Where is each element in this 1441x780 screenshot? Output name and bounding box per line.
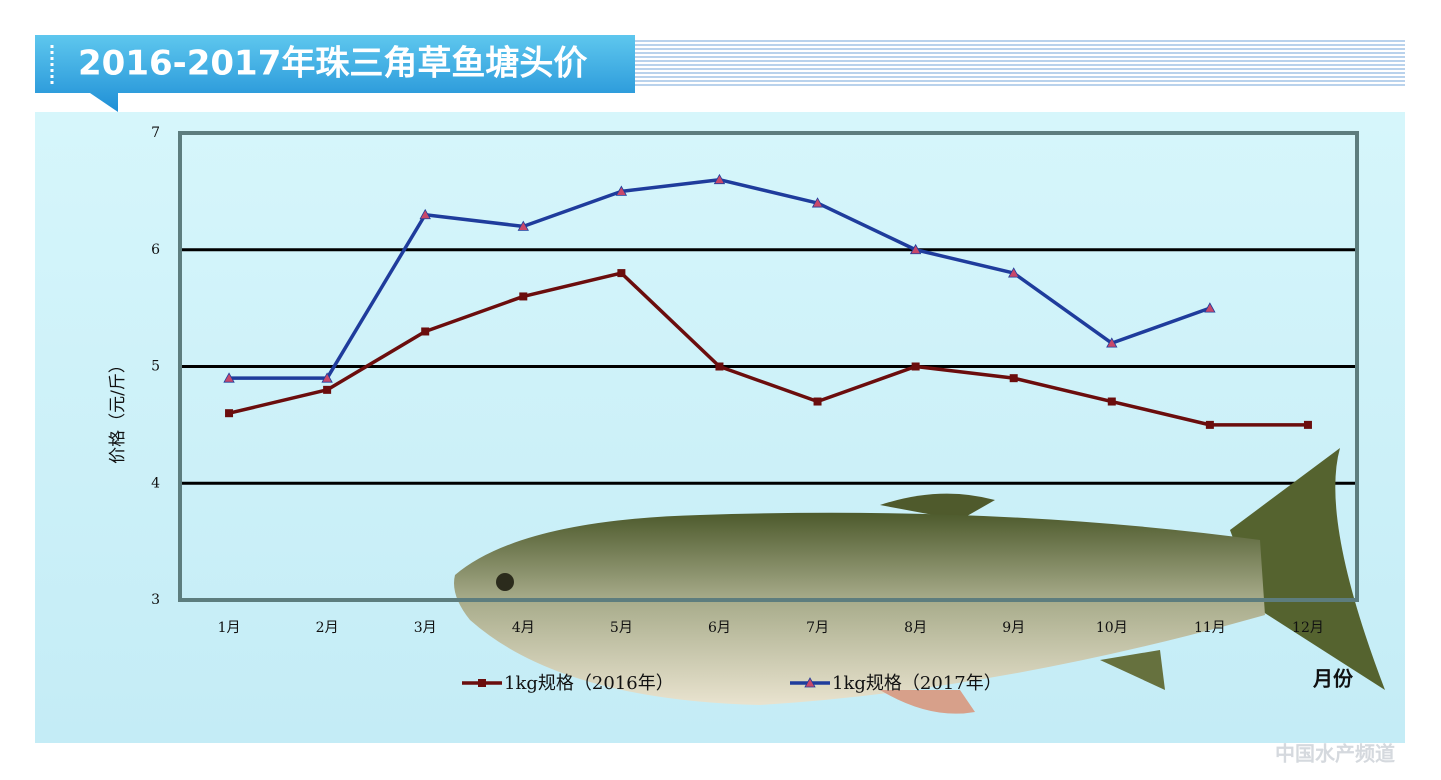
fish-body xyxy=(454,512,1265,705)
marker xyxy=(911,362,920,371)
marker xyxy=(1107,397,1116,406)
y-tick-label: 3 xyxy=(151,592,160,608)
x-tick-label: 12月 xyxy=(1292,620,1324,636)
fish-illustration xyxy=(454,448,1385,714)
x-tick-label: 1月 xyxy=(218,620,241,636)
x-tick-label: 8月 xyxy=(904,620,927,636)
marker xyxy=(1303,420,1312,429)
marker xyxy=(813,397,822,406)
y-tick-label: 5 xyxy=(151,359,160,375)
chart-title: 2016-2017年珠三角草鱼塘头价 xyxy=(78,44,587,84)
marker xyxy=(909,243,922,255)
y-axis-label: 价格（元/斤） xyxy=(108,356,128,464)
marker xyxy=(1204,302,1216,313)
x-tick-label: 7月 xyxy=(806,620,829,636)
marker xyxy=(617,269,626,278)
marker xyxy=(223,372,235,383)
marker xyxy=(419,208,431,220)
marker xyxy=(323,385,332,394)
title-banner xyxy=(35,35,635,112)
marker xyxy=(1205,420,1214,429)
y-tick-label: 7 xyxy=(151,125,160,141)
marker xyxy=(517,220,529,231)
legend-label: 1kg规格（2016年） xyxy=(504,673,674,694)
legend-label: 1kg规格（2017年） xyxy=(832,673,1002,694)
x-tick-label: 10月 xyxy=(1096,620,1128,636)
marker xyxy=(713,173,726,185)
marker xyxy=(1106,337,1118,348)
y-tick-label: 6 xyxy=(151,242,160,258)
x-tick-label: 6月 xyxy=(708,620,731,636)
fish-fin xyxy=(880,493,995,520)
marker xyxy=(1008,267,1020,278)
marker xyxy=(478,679,486,687)
y-tick-label: 4 xyxy=(151,475,160,491)
fish-fin xyxy=(880,690,975,714)
x-tick-label: 3月 xyxy=(414,620,437,636)
series-line xyxy=(228,271,1308,427)
marker xyxy=(615,185,628,196)
x-tick-label: 11月 xyxy=(1194,620,1226,636)
marker xyxy=(715,362,724,371)
x-tick-label: 5月 xyxy=(610,620,633,636)
marker xyxy=(804,677,816,688)
plot-frame xyxy=(178,131,1359,602)
watermark: 中国水产频道 xyxy=(1275,742,1395,766)
marker xyxy=(811,197,824,208)
x-tick-label: 2月 xyxy=(316,620,339,636)
marker xyxy=(1009,374,1018,383)
marker xyxy=(225,409,234,418)
fish-fin xyxy=(1100,650,1165,690)
marker xyxy=(321,372,333,383)
x-axis-label: 月份 xyxy=(1312,667,1354,691)
fish-eye xyxy=(496,573,514,591)
x-tick-label: 9月 xyxy=(1002,620,1025,636)
fish-tail xyxy=(1230,448,1385,690)
marker xyxy=(519,292,528,301)
x-tick-label: 4月 xyxy=(512,620,535,636)
marker xyxy=(421,327,430,336)
stripes xyxy=(635,38,1405,88)
